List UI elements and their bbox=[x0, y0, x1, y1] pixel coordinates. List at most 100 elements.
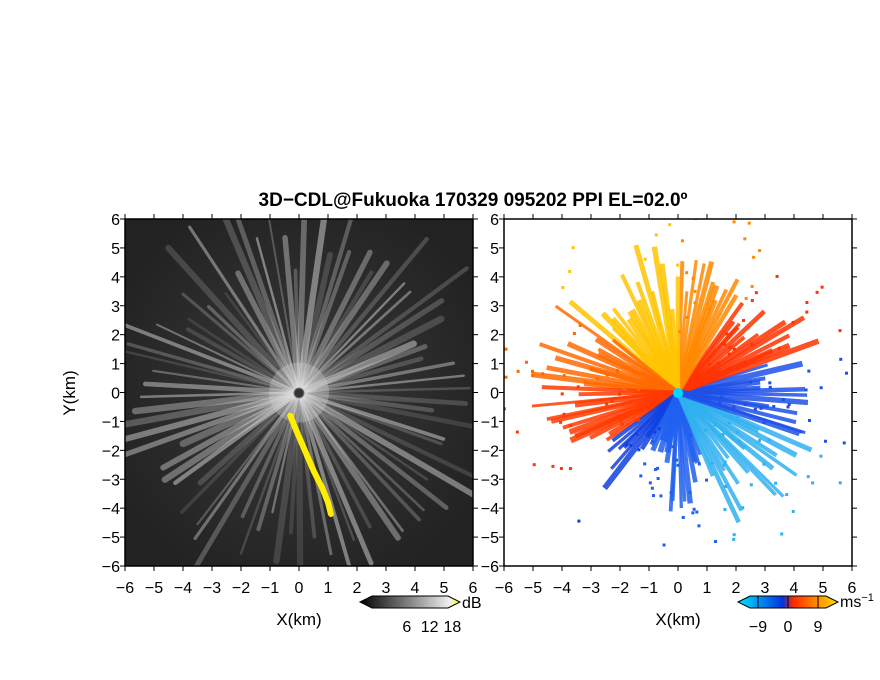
reflectivity-ray bbox=[187, 317, 301, 394]
velocity-pixel bbox=[632, 371, 636, 375]
left-y-tick-label: 4 bbox=[111, 270, 120, 287]
velocity-pixel bbox=[691, 511, 695, 515]
right-radar-center bbox=[673, 388, 683, 398]
reflectivity-ray bbox=[196, 391, 301, 526]
velocity-pixel bbox=[693, 301, 697, 305]
reflectivity-ray bbox=[173, 390, 302, 486]
left-x-tick-label: 1 bbox=[324, 580, 333, 597]
velocity-pixel bbox=[691, 276, 695, 280]
velocity-pixel bbox=[713, 540, 717, 544]
velocity-pixel bbox=[750, 285, 754, 289]
reflectivity-ray bbox=[126, 342, 301, 395]
velocity-pixel bbox=[791, 509, 795, 513]
velocity-pixel bbox=[569, 423, 573, 427]
reflectivity-ray bbox=[288, 390, 301, 535]
reflectivity-ray bbox=[179, 389, 303, 448]
velocity-pixel bbox=[753, 407, 757, 411]
reflectivity-ray bbox=[297, 390, 372, 529]
velocity-pixel bbox=[669, 491, 673, 495]
left-y-tick-label: 2 bbox=[111, 328, 120, 345]
left-y-tick-label: −2 bbox=[102, 443, 120, 460]
reflectivity-ray bbox=[296, 390, 469, 406]
left-rays bbox=[125, 219, 473, 566]
velocity-pixel bbox=[650, 486, 654, 490]
right-x-tick-label: 6 bbox=[848, 580, 857, 597]
velocity-pixel bbox=[727, 421, 731, 425]
left-x-tick-label: −5 bbox=[145, 580, 163, 597]
velocity-pixel bbox=[736, 415, 740, 419]
reflectivity-ray bbox=[296, 356, 424, 395]
reflectivity-ray bbox=[131, 389, 303, 415]
velocity-pixel bbox=[748, 380, 752, 384]
right-x-tick-label: −3 bbox=[582, 580, 600, 597]
right-x-tick-label: −6 bbox=[495, 580, 513, 597]
velocity-pixel bbox=[807, 369, 811, 373]
reflectivity-ray bbox=[296, 390, 449, 510]
velocity-pixel bbox=[747, 221, 751, 225]
reflectivity-ray bbox=[165, 244, 303, 396]
velocity-pixel bbox=[500, 358, 503, 361]
velocity-pixel bbox=[654, 467, 658, 471]
right-x-axis-label: X(km) bbox=[655, 610, 700, 629]
velocity-pixel bbox=[660, 437, 664, 441]
velocity-pixel bbox=[780, 532, 784, 536]
velocity-pixel bbox=[559, 466, 563, 470]
velocity-pixel bbox=[658, 346, 662, 350]
velocity-pixel bbox=[799, 430, 803, 434]
right-y-tick-label: 4 bbox=[490, 270, 499, 287]
left-y-tick-label: 0 bbox=[111, 386, 120, 403]
velocity-pixel bbox=[815, 290, 819, 294]
velocity-pixel bbox=[622, 387, 626, 391]
right-y-tick-label: 3 bbox=[490, 299, 499, 316]
velocity-pixel bbox=[758, 249, 762, 253]
velocity-pixel bbox=[819, 386, 823, 390]
velocity-pixel bbox=[568, 269, 572, 273]
right-panel: −6 −5 −4 −3 −2 −1 0 1 2 3 4 5 6 6 5 4 3 2 1 0 −1 −2 −3 −4 −5−6 … bbox=[481, 212, 874, 636]
right-x-tick-label: 0 bbox=[674, 580, 683, 597]
velocity-pixel bbox=[839, 357, 843, 361]
left-colorbar: 6 12 18 dB bbox=[358, 595, 482, 636]
velocity-pixel bbox=[615, 368, 619, 372]
left-x-axis-label: X(km) bbox=[276, 610, 321, 629]
velocity-pixel bbox=[744, 296, 748, 300]
velocity-pixel bbox=[657, 322, 661, 326]
reflectivity-ray bbox=[296, 344, 428, 395]
velocity-pixel bbox=[777, 346, 781, 350]
velocity-pixel bbox=[728, 366, 732, 370]
reflectivity-ray bbox=[296, 249, 352, 395]
velocity-pixel bbox=[741, 506, 745, 510]
velocity-pixel bbox=[605, 373, 609, 377]
right-rays bbox=[500, 219, 848, 547]
left-x-ticks: −6 −5 −4 −3 −2 −1 0 1 2 3 4 5 6 bbox=[116, 214, 478, 597]
left-y-tick-label: 3 bbox=[111, 299, 120, 316]
left-x-tick-label: 3 bbox=[382, 580, 391, 597]
velocity-pixel bbox=[791, 320, 795, 324]
right-x-tick-label: 4 bbox=[790, 580, 799, 597]
velocity-pixel bbox=[619, 418, 623, 422]
velocity-pixel bbox=[786, 405, 790, 409]
velocity-pixel bbox=[654, 233, 658, 237]
velocity-pixel bbox=[583, 380, 587, 384]
velocity-pixel bbox=[504, 375, 508, 379]
reflectivity-ray bbox=[297, 391, 355, 541]
left-x-tick-label: −2 bbox=[232, 580, 250, 597]
velocity-pixel bbox=[620, 422, 624, 426]
velocity-pixel bbox=[842, 441, 846, 445]
velocity-pixel bbox=[525, 360, 529, 364]
left-y-axis-label: Y(km) bbox=[60, 370, 79, 415]
reflectivity-ray bbox=[255, 237, 301, 394]
right-y-tick-label: −6 bbox=[481, 559, 499, 576]
right-colorbar-ticks: −9 0 9 bbox=[749, 596, 823, 636]
right-y-tick-label: 1 bbox=[490, 357, 499, 374]
velocity-pixel bbox=[515, 430, 519, 434]
reflectivity-ray bbox=[188, 225, 301, 395]
velocity-pixel bbox=[571, 246, 575, 250]
velocity-pixel bbox=[689, 433, 693, 437]
velocity-pixel bbox=[623, 335, 627, 339]
reflectivity-ray bbox=[185, 327, 302, 395]
right-colorbar: −9 0 9 ms−1 bbox=[736, 592, 874, 636]
velocity-pixel bbox=[559, 420, 563, 424]
left-y-tick-label: −4 bbox=[102, 501, 120, 518]
reflectivity-ray bbox=[161, 389, 303, 483]
left-y-tick-label: 1 bbox=[111, 357, 120, 374]
